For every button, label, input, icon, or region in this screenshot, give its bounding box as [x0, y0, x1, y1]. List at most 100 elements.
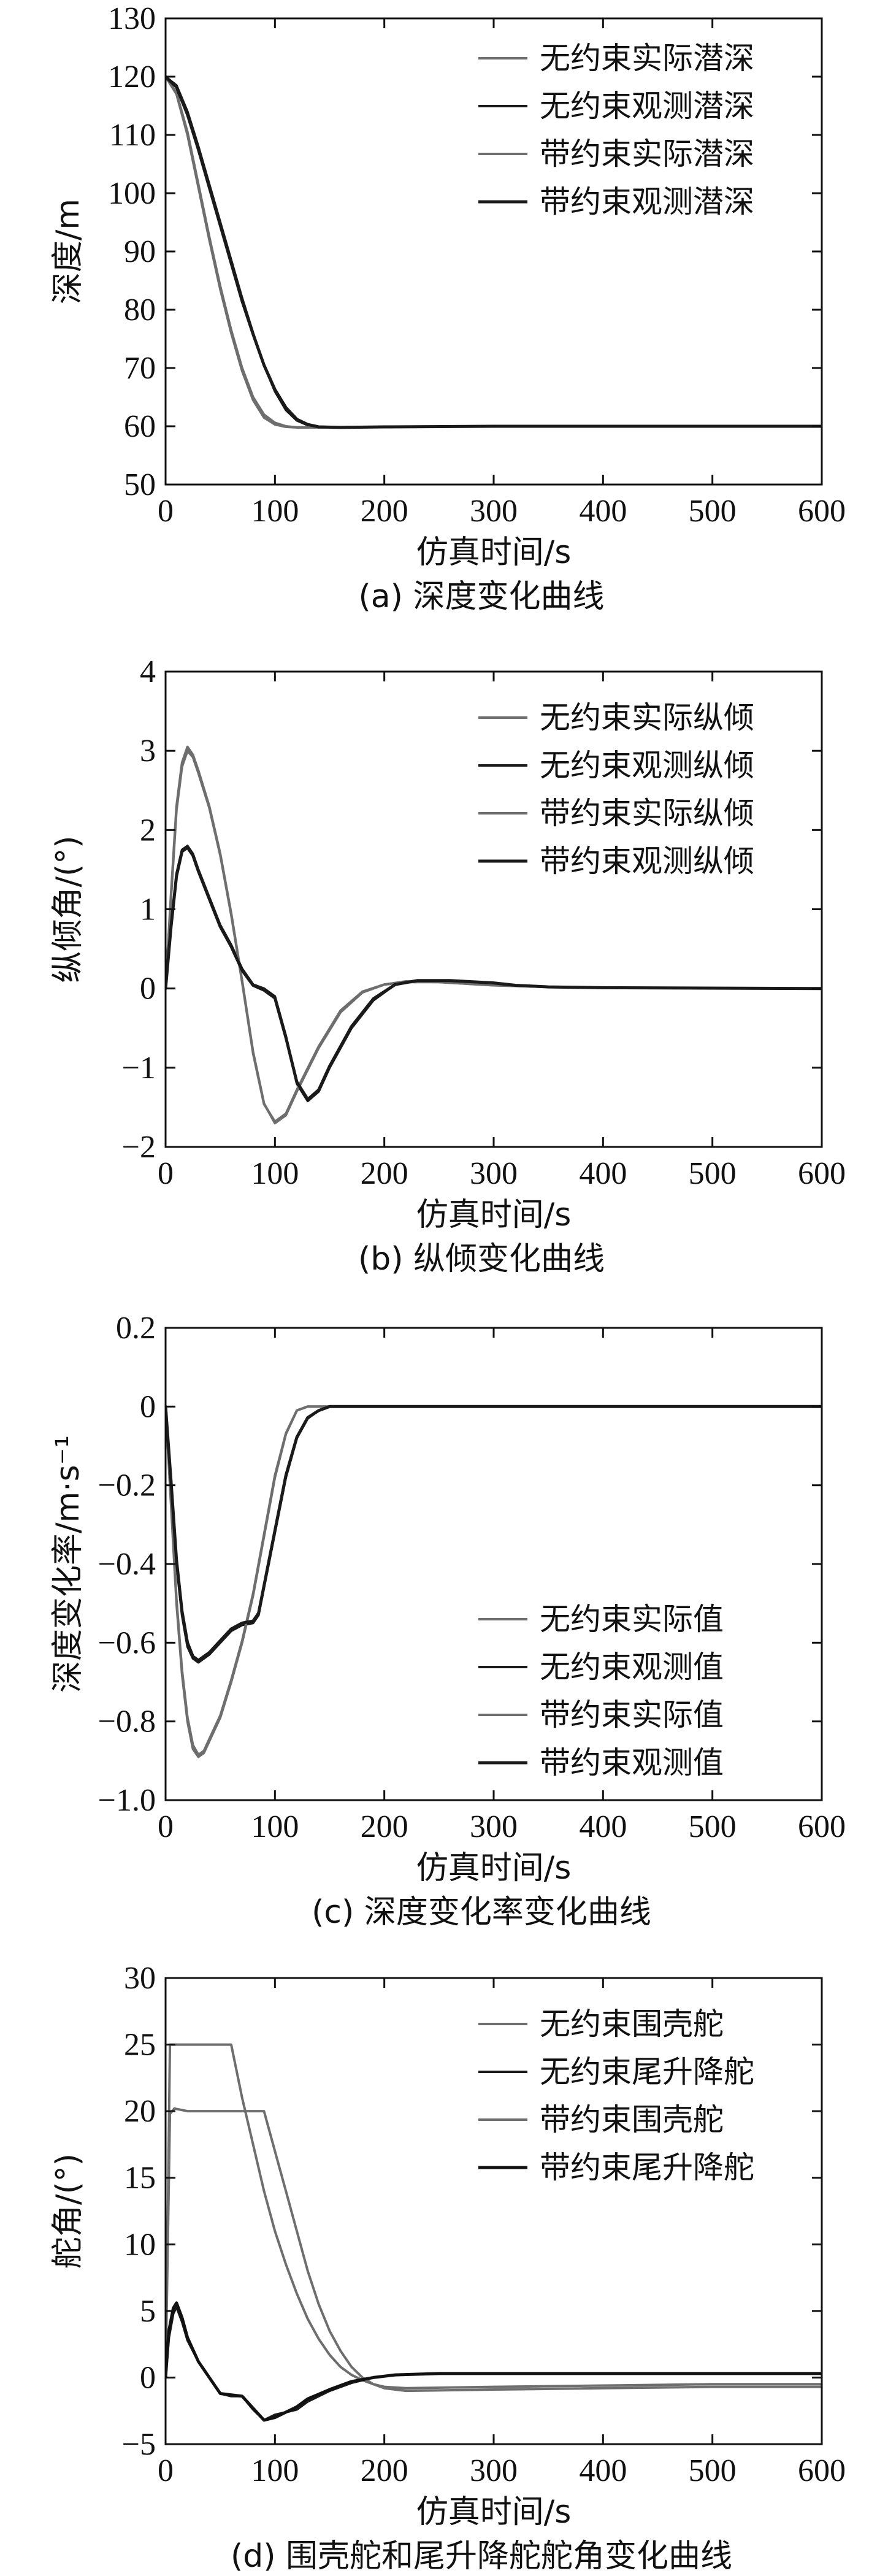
y-tick-label: −1.0 — [98, 1783, 156, 1818]
legend-label: 无约束实际值 — [540, 1601, 724, 1637]
x-axis-label: 仿真时间/s — [416, 534, 572, 571]
legend-label: 无约束尾升降舵 — [540, 2054, 754, 2090]
y-tick-label: −0.2 — [98, 1468, 156, 1503]
x-axis-label: 仿真时间/s — [416, 1197, 572, 1233]
x-tick-label: 0 — [158, 1809, 174, 1844]
legend-label: 无约束观测纵倾 — [540, 748, 754, 783]
y-tick-label: 0 — [140, 1389, 156, 1424]
x-tick-label: 100 — [251, 1809, 299, 1844]
y-tick-label: 130 — [108, 1, 156, 36]
y-tick-label: 110 — [109, 118, 156, 153]
y-tick-label: 70 — [124, 351, 156, 386]
x-tick-label: 400 — [579, 1156, 627, 1191]
x-tick-label: 500 — [689, 1809, 737, 1844]
y-tick-label: 90 — [124, 234, 156, 269]
series-line-3-2 — [166, 2107, 822, 2393]
x-tick-label: 300 — [470, 1156, 518, 1191]
series-line-2-2 — [166, 1405, 822, 1757]
y-tick-label: −2 — [122, 1130, 156, 1165]
y-tick-label: 1 — [140, 892, 156, 927]
series-line-0-2 — [166, 75, 822, 429]
y-tick-label: −0.4 — [98, 1547, 156, 1582]
legend-label: 无约束观测潜深 — [540, 88, 754, 124]
series-line-1-1 — [166, 845, 822, 1103]
y-tick-label: 3 — [140, 734, 156, 769]
y-tick-label: 5 — [140, 2294, 156, 2329]
x-tick-label: 300 — [470, 2453, 518, 2488]
y-tick-label: −0.8 — [98, 1704, 156, 1739]
y-tick-label: 10 — [124, 2227, 156, 2262]
series-line-3-3 — [166, 2301, 822, 2422]
legend-label: 带约束观测潜深 — [540, 184, 754, 220]
series-line-2-3 — [166, 1405, 822, 1662]
series-line-0-3 — [166, 75, 822, 429]
x-tick-label: 0 — [158, 494, 174, 529]
y-tick-label: 120 — [108, 59, 156, 94]
x-tick-label: 200 — [361, 1156, 408, 1191]
y-tick-label: 4 — [140, 654, 156, 689]
legend-label: 无约束围壳舵 — [540, 2006, 724, 2042]
x-axis-label: 仿真时间/s — [416, 1850, 572, 1887]
legend-label: 无约束实际潜深 — [540, 40, 754, 76]
series-line-0-1 — [166, 75, 822, 429]
x-tick-label: 500 — [689, 2453, 737, 2488]
x-tick-label: 400 — [579, 2453, 627, 2488]
legend-label: 带约束实际潜深 — [540, 136, 754, 172]
y-tick-label: 25 — [124, 2028, 156, 2063]
y-tick-label: 60 — [124, 409, 156, 444]
y-tick-label: 80 — [124, 293, 156, 328]
y-axis-label: 纵倾角/(°) — [50, 835, 86, 983]
x-tick-label: 0 — [158, 1156, 174, 1191]
x-axis-label: 仿真时间/s — [416, 2494, 572, 2531]
chart-caption: (c) 深度变化率变化曲线 — [312, 1894, 651, 1931]
x-tick-label: 400 — [579, 1809, 627, 1844]
x-tick-label: 200 — [361, 494, 408, 529]
x-tick-label: 300 — [470, 494, 518, 529]
y-tick-label: 50 — [124, 467, 156, 502]
chart-caption: (d) 围壳舵和尾升降舵舵角变化曲线 — [231, 2538, 732, 2575]
chart-caption: (a) 深度变化曲线 — [359, 578, 605, 615]
legend-label: 无约束实际纵倾 — [540, 700, 754, 735]
legend-label: 带约束围壳舵 — [540, 2102, 724, 2137]
y-tick-label: 20 — [124, 2094, 156, 2129]
legend-label: 带约束尾升降舵 — [540, 2150, 754, 2185]
chart-panel-3: 0 100 200 300 400 500 600−5051015202530仿真时间/s舵… — [50, 1961, 846, 2575]
x-tick-label: 600 — [798, 1809, 846, 1844]
x-tick-label: 100 — [251, 2453, 299, 2488]
y-axis-label: 深度变化率/m·s⁻¹ — [50, 1435, 86, 1693]
chart-panel-1: 0 100 200 300 400 500 600 −2 −1 0 1 2 3 4 仿真时间/s 纵倾角/(°… — [50, 654, 846, 1278]
legend-label: 带约束实际值 — [540, 1697, 724, 1733]
x-tick-label: 600 — [798, 1156, 846, 1191]
x-tick-label: 200 — [361, 1809, 408, 1844]
x-tick-label: 100 — [251, 1156, 299, 1191]
y-tick-label: 0.2 — [116, 1311, 156, 1346]
y-tick-label: −1 — [122, 1051, 156, 1086]
series-line-1-3 — [166, 846, 822, 1101]
series-line-3-1 — [166, 2306, 822, 2421]
x-tick-label: 100 — [251, 494, 299, 529]
chart-panel-2: 0 100 200 300 400 500 600 −1.0 −0.8 −0.6 −0.4 −0.2 0… — [50, 1311, 846, 1931]
y-tick-label: 15 — [124, 2161, 156, 2196]
x-tick-label: 300 — [470, 1809, 518, 1844]
x-tick-label: 400 — [579, 494, 627, 529]
y-tick-label: 0 — [140, 2360, 156, 2395]
chart-caption: (b) 纵倾变化曲线 — [358, 1241, 605, 1278]
x-tick-label: 500 — [689, 494, 737, 529]
y-tick-label: −0.6 — [98, 1625, 156, 1660]
series-line-3-0 — [166, 2043, 822, 2390]
x-tick-label: 200 — [361, 2453, 408, 2488]
x-tick-label: 500 — [689, 1156, 737, 1191]
legend-label: 带约束实际纵倾 — [540, 795, 754, 831]
y-tick-label: 100 — [108, 176, 156, 211]
y-tick-label: 2 — [140, 813, 156, 848]
legend-label: 无约束观测值 — [540, 1649, 724, 1685]
legend-label: 带约束观测值 — [540, 1745, 724, 1781]
legend-label: 带约束观测纵倾 — [540, 843, 754, 879]
y-axis-label: 舵角/(°) — [50, 2153, 86, 2269]
y-tick-label: 30 — [124, 1961, 156, 1996]
x-tick-label: 0 — [158, 2453, 174, 2488]
x-tick-label: 600 — [798, 494, 846, 529]
y-axis-label: 深度/m — [50, 199, 86, 304]
x-tick-label: 600 — [798, 2453, 846, 2488]
